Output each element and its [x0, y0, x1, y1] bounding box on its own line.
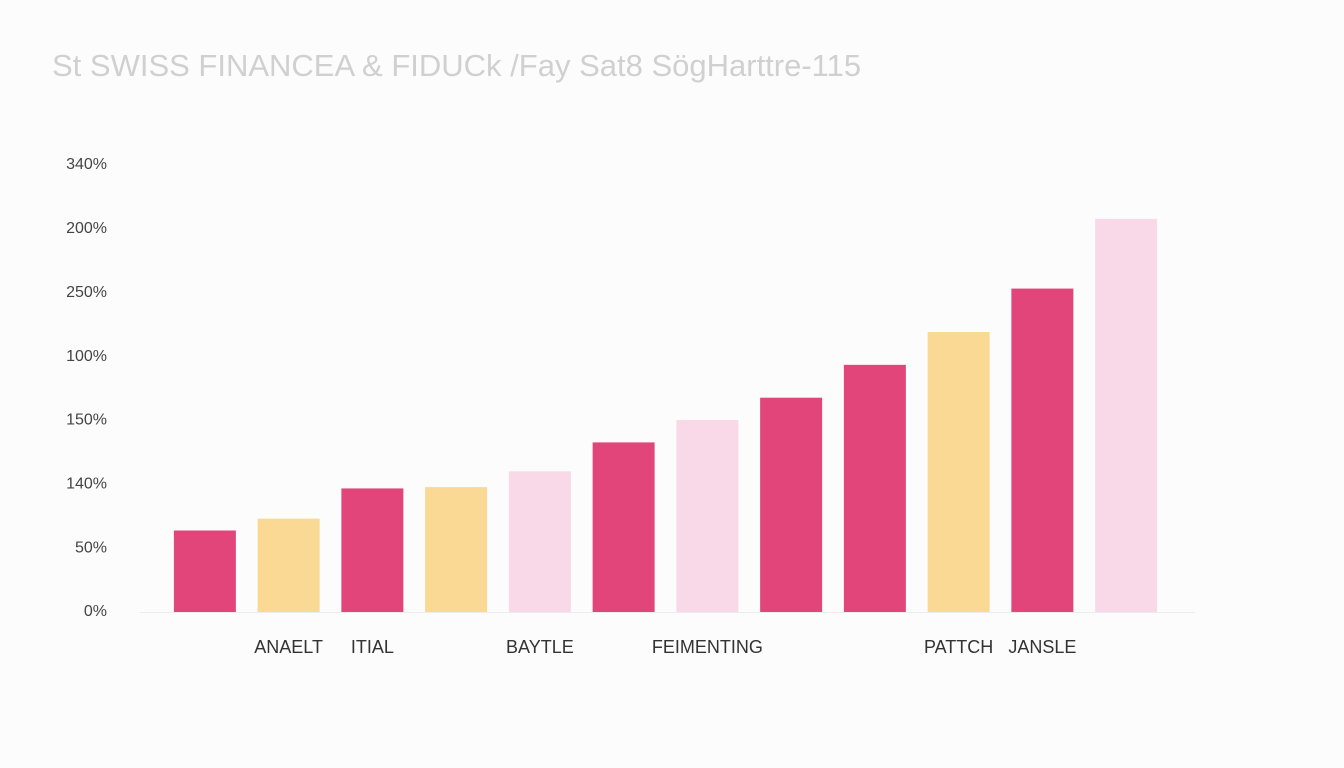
x-tick-label: ITIAL: [351, 637, 394, 657]
y-tick-label: 340%: [66, 156, 107, 173]
y-tick-label: 100%: [66, 348, 107, 365]
bar: [927, 331, 990, 612]
bar: [843, 364, 906, 612]
x-tick-label: FEIMENTING: [652, 637, 763, 657]
bar: [676, 420, 739, 612]
x-tick-label: PATTCH: [924, 637, 993, 657]
bar: [341, 488, 404, 612]
x-tick-label: ANAELT: [254, 637, 323, 657]
bar: [592, 442, 655, 612]
chart-title: St SWISS FINANCEA & FIDUCk /Fay Sat8 Sög…: [52, 48, 861, 83]
bar: [508, 471, 571, 612]
y-tick-label: 0%: [84, 603, 107, 620]
y-tick-label: 150%: [66, 412, 107, 429]
bar: [760, 397, 823, 612]
bar: [1095, 218, 1158, 612]
y-tick-label: 250%: [66, 284, 107, 301]
y-tick-label: 140%: [66, 476, 107, 493]
bar: [257, 518, 320, 612]
bar: [425, 487, 488, 612]
x-tick-label: BAYTLE: [506, 637, 574, 657]
y-tick-label: 50%: [75, 539, 107, 556]
y-tick-label: 200%: [66, 220, 107, 237]
bar: [1011, 288, 1074, 612]
bar: [173, 530, 236, 612]
x-tick-label: JANSLE: [1008, 637, 1076, 657]
